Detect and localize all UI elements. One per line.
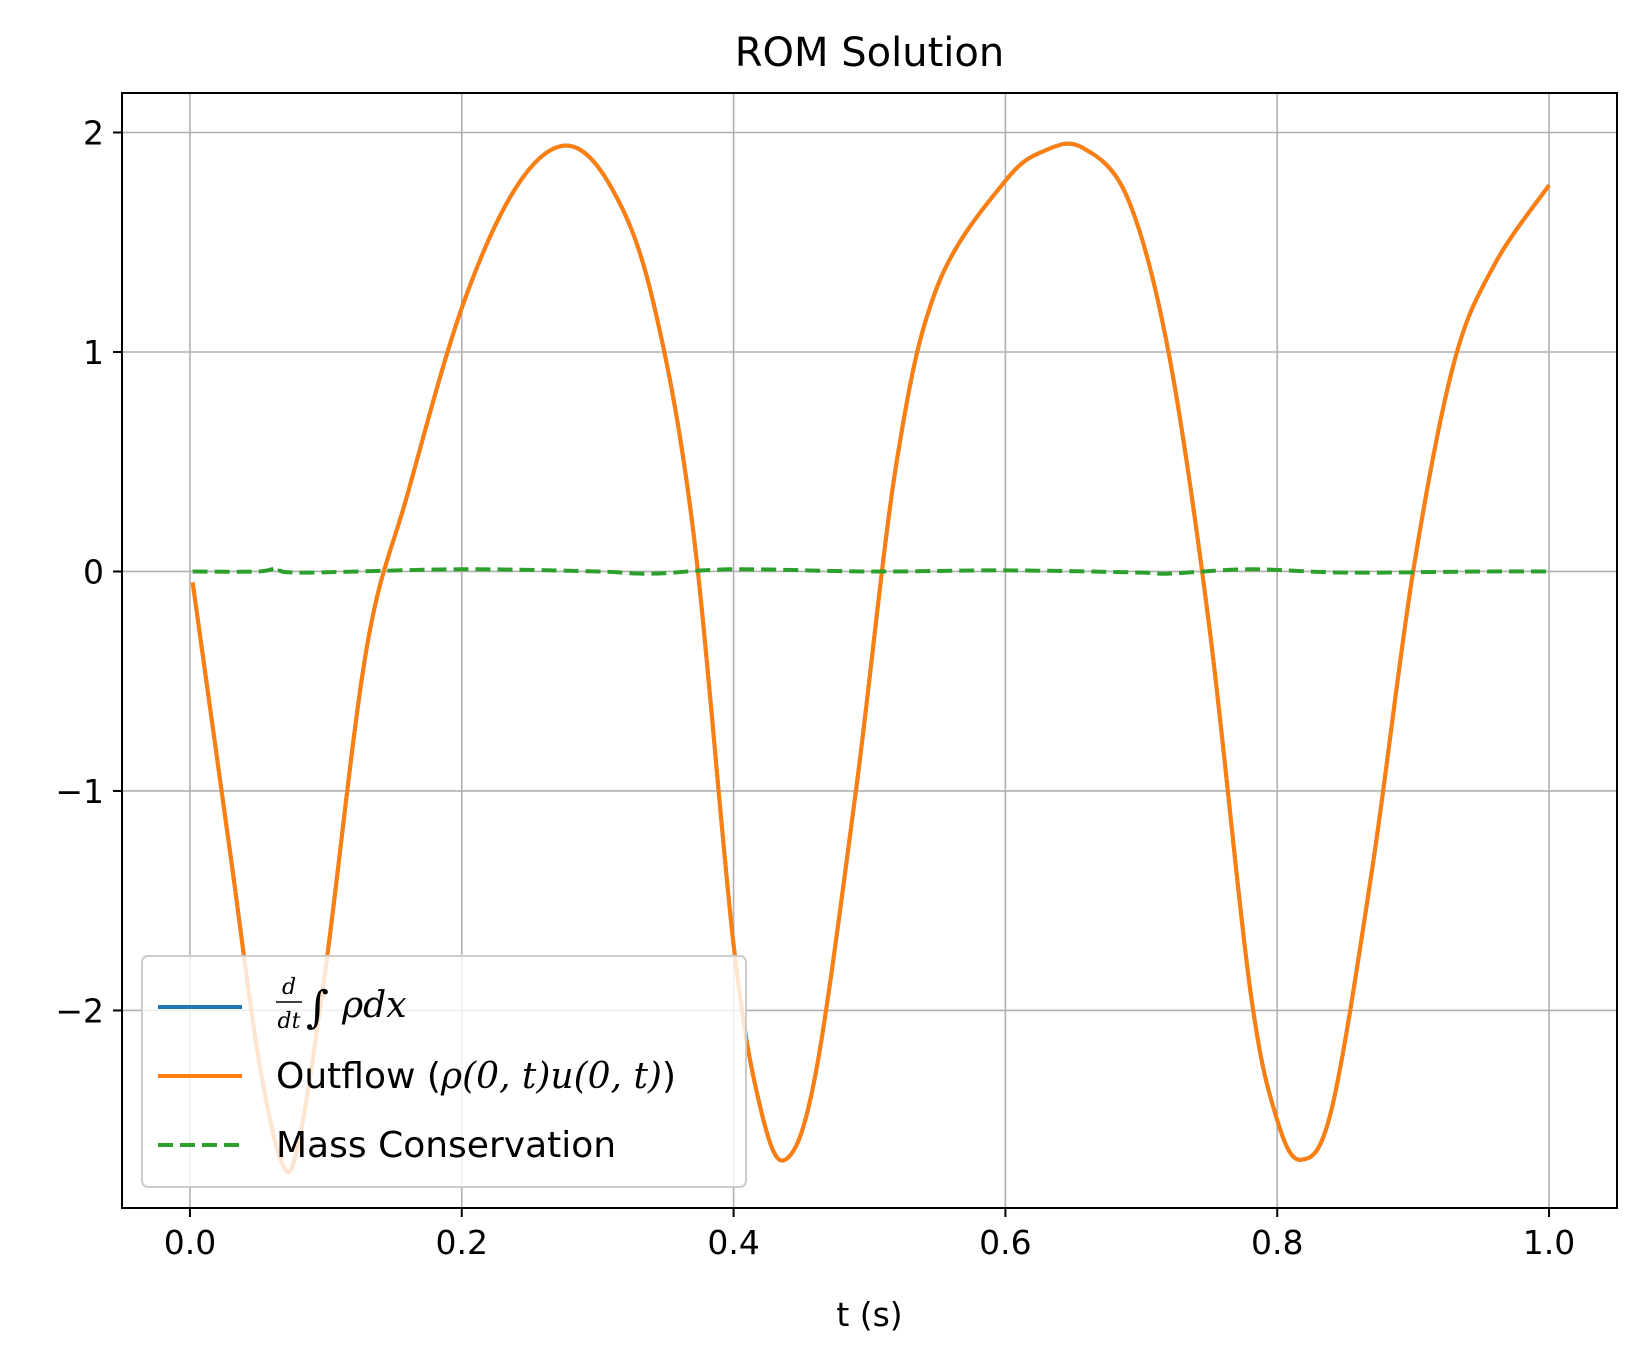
ticks: 0.0 0.2 0.4 0.6 0.8 1.0 −2 −1 0 1 2 <box>55 114 1575 1262</box>
x-tick-label: 0.0 <box>164 1223 216 1262</box>
legend-outflow-math: ρ(0, t)u(0, t) <box>440 1056 662 1097</box>
y-tick-label: 1 <box>83 333 104 372</box>
y-tick-label: −1 <box>55 772 104 811</box>
chart-title: ROM Solution <box>735 30 1004 76</box>
x-tick-label: 0.8 <box>1251 1223 1303 1262</box>
plot-frame <box>121 92 1618 1209</box>
legend-label-ddt: d dt ∫ ρdx <box>276 975 407 1034</box>
x-tick-label: 0.2 <box>436 1223 488 1262</box>
legend-outflow-close: ) <box>662 1056 676 1097</box>
y-tick-label: −2 <box>55 991 104 1030</box>
legend-expr: ρdx <box>341 985 407 1026</box>
x-tick-label: 0.4 <box>707 1223 759 1262</box>
legend-frac-den: dt <box>278 1009 301 1034</box>
series-mass-conservation <box>192 566 1550 576</box>
legend-label-mass: Mass Conservation <box>276 1125 616 1166</box>
y-tick-label: 2 <box>83 114 104 153</box>
legend: d dt ∫ ρdx Outflow (ρ(0, t)u(0, t)) Mass… <box>141 955 747 1188</box>
x-tick-label: 0.6 <box>979 1223 1031 1262</box>
x-axis-label: t (s) <box>836 1295 902 1334</box>
legend-integral: ∫ <box>306 982 329 1033</box>
y-tick-label: 0 <box>83 552 104 591</box>
x-tick-label: 1.0 <box>1523 1223 1575 1262</box>
series-layer <box>190 141 1551 1175</box>
legend-label-outflow: Outflow (ρ(0, t)u(0, t)) <box>276 1056 676 1097</box>
legend-frac-num: d <box>282 975 296 1000</box>
legend-outflow-text: Outflow ( <box>276 1056 441 1097</box>
legend-box <box>141 955 747 1188</box>
series-outflow <box>190 141 1551 1175</box>
